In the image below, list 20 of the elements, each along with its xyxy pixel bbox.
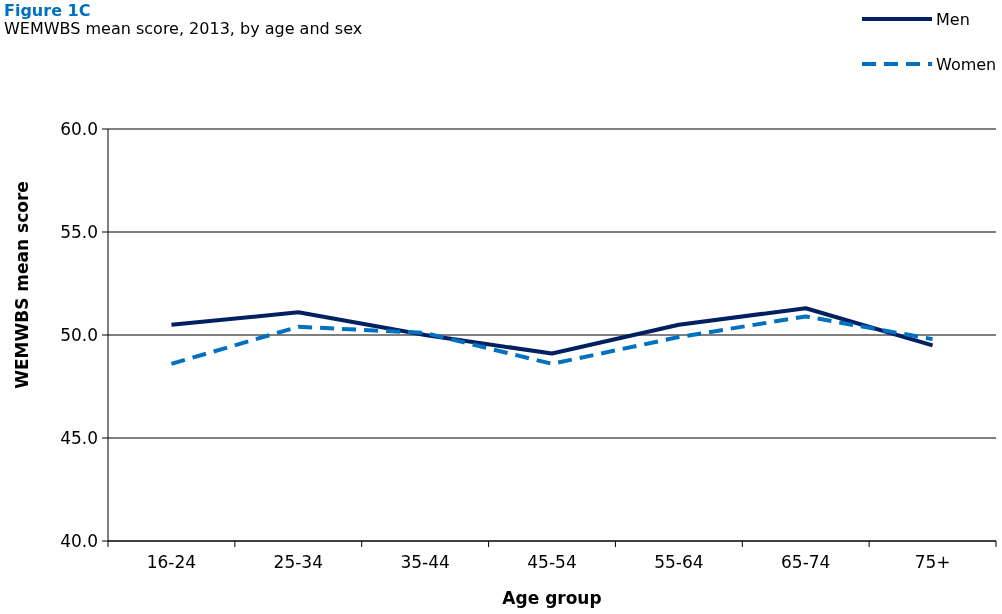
- y-tick-label: 55.0: [60, 221, 98, 242]
- x-axis-title: Age group: [502, 588, 602, 608]
- y-tick-label: 50.0: [60, 324, 98, 345]
- legend-label: Men: [936, 9, 970, 29]
- x-tick-label: 35-44: [400, 552, 450, 572]
- legend-label: Women: [936, 54, 997, 74]
- y-tick-label: 60.0: [60, 118, 98, 139]
- x-tick-label: 55-64: [654, 552, 704, 572]
- y-axis-title: WEMWBS mean score: [12, 181, 32, 389]
- chart-title: Figure 1C: [4, 1, 91, 20]
- chart-subtitle: WEMWBS mean score, 2013, by age and sex: [4, 19, 363, 38]
- line-series: [169, 314, 935, 366]
- line-series: [169, 306, 935, 356]
- x-tick-label: 16-24: [146, 552, 197, 572]
- x-tick-label: 65-74: [781, 552, 831, 572]
- x-tick-label: 45-54: [527, 552, 577, 572]
- y-tick-label: 40.0: [60, 530, 98, 551]
- x-tick-label: 75+: [914, 552, 951, 572]
- y-tick-label: 45.0: [60, 427, 98, 448]
- x-tick-label: 25-34: [273, 552, 323, 572]
